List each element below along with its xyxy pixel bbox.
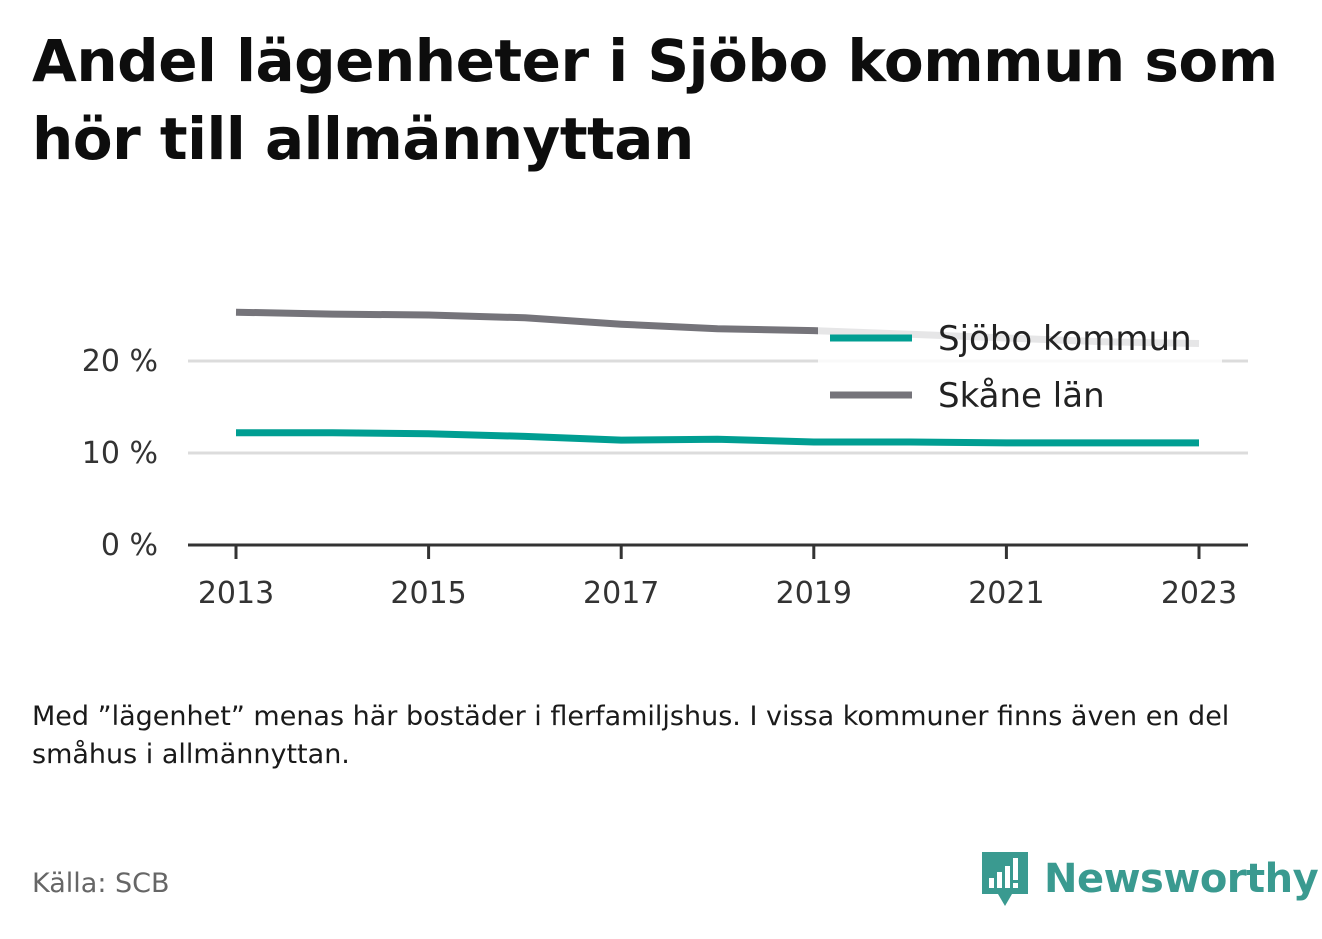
legend-background [818,312,1222,424]
newsworthy-logo-icon [982,852,1028,906]
footnote: Med ”lägenhet” menas här bostäder i fler… [32,701,1230,770]
x-tick-label: 2023 [1161,576,1237,611]
series-line-sj-bo-kommun [236,429,1199,447]
y-tick-label: 10 % [82,436,158,471]
brand-logo[interactable]: Newsworthy [980,848,1319,910]
x-tick-label: 2021 [968,576,1044,611]
x-tick-label: 2017 [583,576,659,611]
y-tick-label: 0 % [101,528,158,563]
source-label: Källa: SCB [32,868,170,899]
line-chart: 0 % 10 % 20 % 2013 2015 2017 2019 2021 2023 Sjö… [82,308,1248,611]
y-tick-label: 20 % [82,344,158,379]
x-tick-label: 2019 [776,576,852,611]
legend: Sjöbo kommun Skåne län [818,312,1222,424]
x-tick-label: 2013 [198,576,274,611]
x-axis: 2013 2015 2017 2019 2021 2023 [188,543,1248,611]
legend-label: Sjöbo kommun [938,319,1192,359]
page-title: Andel lägenheter i Sjöbo kommun som hör … [32,27,1278,173]
y-axis: 0 % 10 % 20 % [82,344,158,563]
brand-name: Newsworthy [1044,856,1319,902]
x-tick-label: 2015 [390,576,466,611]
legend-label: Skåne län [938,376,1105,416]
